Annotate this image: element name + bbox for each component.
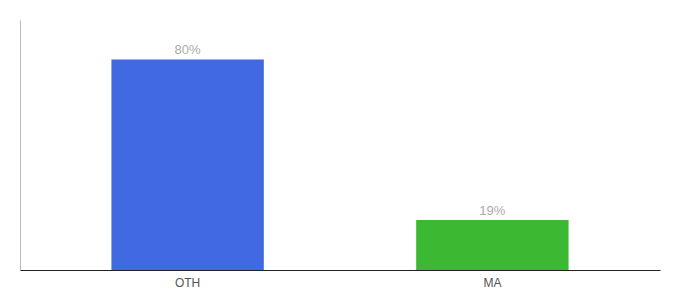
bars bbox=[111, 59, 568, 270]
plot: OTH MA 80% 19% bbox=[21, 21, 661, 290]
data-label: 80% bbox=[175, 42, 201, 57]
data-label: 19% bbox=[479, 203, 505, 218]
chart: OTH MA 80% 19% bbox=[0, 0, 680, 300]
bar bbox=[111, 59, 263, 270]
data-labels: 80% 19% bbox=[175, 42, 506, 218]
x-tick-label: OTH bbox=[175, 276, 200, 290]
y-axis-line bbox=[20, 21, 21, 271]
x-axis: OTH MA bbox=[21, 270, 661, 290]
x-tick: OTH bbox=[175, 270, 200, 290]
y-axis bbox=[20, 21, 21, 271]
x-axis-line bbox=[21, 270, 661, 271]
bar bbox=[416, 220, 568, 270]
x-tick: MA bbox=[483, 270, 501, 290]
x-tick-label: MA bbox=[483, 276, 501, 290]
